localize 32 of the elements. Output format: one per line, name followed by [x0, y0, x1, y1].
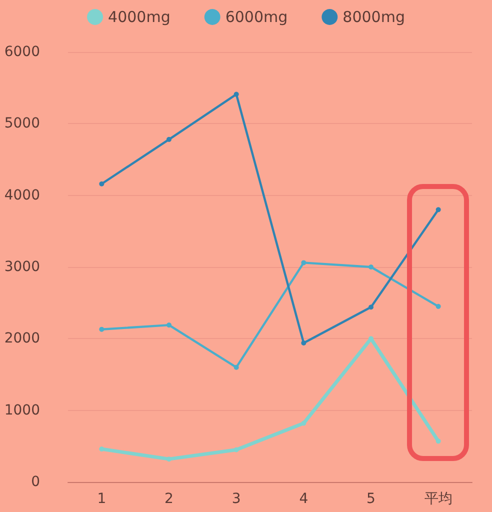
x-tick-label: 4 — [299, 491, 308, 507]
point — [166, 136, 172, 142]
point — [166, 456, 172, 462]
legend-label: 8000mg — [342, 8, 405, 26]
point — [234, 92, 239, 97]
y-tick-label: 6000 — [4, 44, 40, 60]
point — [436, 207, 441, 212]
y-tick-label: 2000 — [4, 330, 40, 347]
point — [436, 438, 441, 444]
point — [368, 304, 374, 310]
point — [99, 326, 104, 332]
x-tick-label: 1 — [97, 491, 106, 507]
point — [234, 364, 239, 370]
point — [301, 420, 306, 426]
y-tick-label: 4000 — [4, 187, 40, 204]
point — [234, 447, 239, 452]
legend-label: 4000mg — [108, 8, 170, 26]
x-tick-label: 3 — [232, 491, 241, 507]
y-tick-label: 3000 — [4, 259, 40, 275]
y-tick-label: 1000 — [4, 402, 40, 418]
point — [99, 181, 104, 186]
y-tick-label: 5000 — [4, 116, 40, 132]
point — [301, 260, 306, 266]
legend-label: 6000mg — [225, 8, 288, 26]
x-tick-label: 2 — [164, 491, 174, 507]
x-tick-label: 平均 — [424, 491, 452, 507]
point — [436, 304, 441, 309]
point — [166, 322, 172, 328]
point — [301, 340, 306, 346]
y-tick-label: 0 — [31, 474, 40, 490]
x-tick-label: 5 — [366, 491, 376, 507]
point — [368, 264, 374, 270]
